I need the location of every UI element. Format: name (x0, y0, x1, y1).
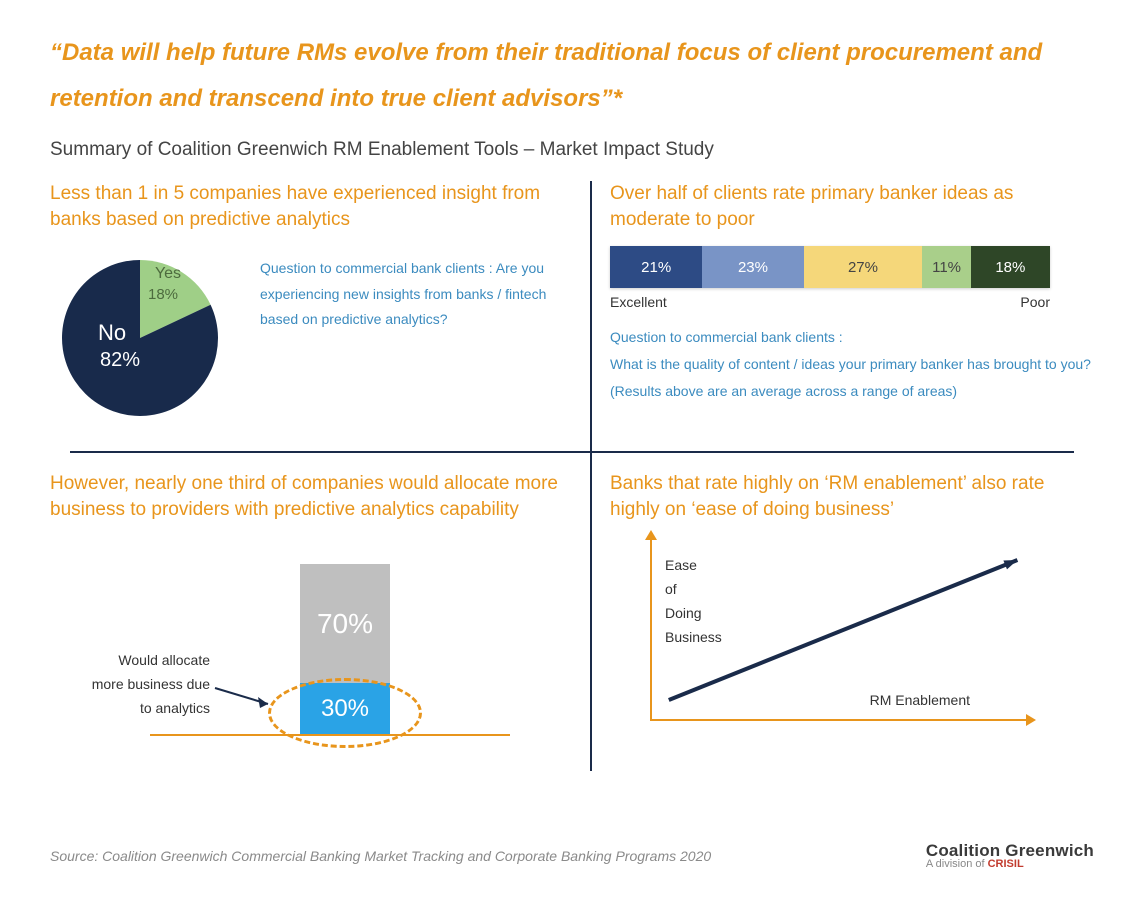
quadrant-bottom-left: However, nearly one third of companies w… (50, 471, 570, 771)
q2-caption-line1: Question to commercial bank clients : (610, 324, 1094, 351)
bar-segment: 27% (804, 246, 923, 288)
q2-caption-line3: (Results above are an average across a r… (610, 378, 1094, 405)
logo-sub: A division of CRISIL (926, 859, 1094, 870)
q2-caption: Question to commercial bank clients : Wh… (610, 324, 1094, 404)
pie-chart: Yes 18% No 82% (50, 246, 230, 426)
q2-caption-line2: What is the quality of content / ideas y… (610, 351, 1094, 378)
logo: Coalition Greenwich A division of CRISIL (926, 842, 1094, 870)
grid-vertical-divider (590, 181, 592, 771)
q3-title: However, nearly one third of companies w… (50, 471, 570, 522)
q3-annotation: Would allocatemore business dueto analyt… (50, 649, 210, 720)
grid-horizontal-divider (70, 451, 1074, 453)
svg-text:No: No (98, 320, 126, 345)
footer: Source: Coalition Greenwich Commercial B… (50, 842, 1094, 870)
quadrant-grid: Less than 1 in 5 companies have experien… (50, 181, 1094, 771)
x-axis-label: RM Enablement (870, 692, 970, 708)
stacked-bar-labels: Excellent Poor (610, 294, 1050, 310)
logo-sub-brand: CRISIL (988, 858, 1024, 870)
subtitle: Summary of Coalition Greenwich RM Enable… (50, 139, 1094, 161)
bar-segment: 11% (922, 246, 970, 288)
svg-text:18%: 18% (148, 286, 178, 303)
quadrant-top-right: Over half of clients rate primary banker… (610, 181, 1094, 441)
q2-title: Over half of clients rate primary banker… (610, 181, 1094, 232)
logo-main: Coalition Greenwich (926, 842, 1094, 859)
q4-title: Banks that rate highly on ‘RM enablement… (610, 471, 1094, 522)
stacked-bar-left-label: Excellent (610, 294, 667, 310)
main-quote: “Data will help future RMs evolve from t… (50, 30, 1094, 121)
bar-segment: 18% (971, 246, 1050, 288)
quadrant-bottom-right: Banks that rate highly on ‘RM enablement… (610, 471, 1094, 771)
bar-segment: 21% (610, 246, 702, 288)
svg-text:82%: 82% (100, 349, 140, 371)
q1-caption: Question to commercial bank clients : Ar… (260, 246, 570, 332)
q1-title: Less than 1 in 5 companies have experien… (50, 181, 570, 232)
bar-segment: 23% (702, 246, 803, 288)
logo-sub-prefix: A division of (926, 858, 988, 870)
source-text: Source: Coalition Greenwich Commercial B… (50, 848, 711, 864)
trend-plot: EaseofDoingBusiness RM Enablement (610, 536, 1030, 736)
quadrant-top-left: Less than 1 in 5 companies have experien… (50, 181, 570, 441)
stacked-bar-right-label: Poor (1020, 294, 1050, 310)
highlight-ellipse (268, 678, 422, 748)
column-segment: 70% (300, 564, 390, 683)
stacked-bar-chart: 21%23%27%11%18% (610, 246, 1050, 288)
svg-text:Yes: Yes (155, 265, 181, 282)
y-axis-label: EaseofDoingBusiness (665, 554, 722, 649)
